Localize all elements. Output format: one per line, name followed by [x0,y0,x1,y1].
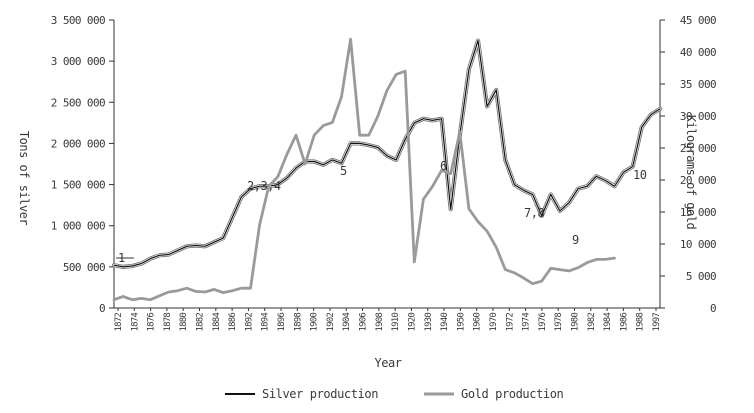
legend-gold-label: Gold production [461,387,564,401]
x-tick-label: 1882 [196,313,206,332]
right-tick-label: 45 000 [680,14,716,27]
right-tick-label: 35 000 [680,78,716,91]
x-tick-label: 1886 [228,313,238,332]
gold-line [112,37,616,302]
x-axis-label: Year [375,356,402,370]
x-tick-label: 1898 [293,313,303,332]
x-tick-label: 1920 [407,313,417,332]
x-tick-label: 1884 [212,313,222,332]
x-tick-label: 1976 [538,313,548,332]
left-tick-label: 3 000 000 [51,55,105,68]
left-tick-label: 2 500 000 [51,96,105,109]
legend-silver-label: Silver production [262,387,378,401]
x-tick-label: 1894 [261,313,271,332]
silver-line [113,39,661,268]
annotation-label: 6 [440,159,447,173]
x-tick-label: 1930 [424,313,434,332]
left-tick-label: 1 000 000 [51,220,105,233]
x-tick-label: 1970 [489,313,499,332]
x-tick-label: 1950 [456,313,466,332]
right-tick-label: 30 000 [680,110,716,123]
right-tick-label: 25 000 [680,142,716,155]
x-tick-label: 1978 [554,313,564,332]
x-tick-label: 1984 [603,313,613,332]
x-tick-label: 1940 [440,313,450,332]
right-tick-label: 10 000 [680,238,716,251]
x-tick-label: 1902 [326,313,336,332]
right-tick-label: 5 000 [686,270,716,283]
x-tick-label: 1892 [244,313,254,332]
x-tick-label: 1986 [619,313,629,332]
x-tick-label: 1908 [375,313,385,332]
legend: Silver production Gold production [225,387,564,401]
right-axis-ticks: 0 5 000 10 000 15 000 20 000 25 000 30 000 35 0… [660,14,717,315]
right-tick-label: 40 000 [680,46,716,59]
left-axis-ticks: 0 500 000 1 000 000 1 500 000 2 000 000 2 500… [51,14,114,315]
series-layer [111,37,663,302]
right-tick-label: 15 000 [680,206,716,219]
y-right-axis-label: Kilograms of gold [684,115,698,230]
right-tick-label: 0 [710,302,716,315]
axes-frame [113,20,661,309]
x-tick-label: 1876 [147,313,157,332]
annotation-label: 5 [340,164,347,178]
left-tick-label: 500 000 [63,261,105,274]
x-tick-label: 1900 [310,313,320,332]
x-tick-label: 1972 [505,313,515,332]
annotation-label: 9 [572,233,579,247]
x-tick-label: 1974 [522,313,532,332]
x-tick-label: 1906 [359,313,369,332]
x-tick-label: 1874 [130,313,140,332]
left-tick-label: 1 500 000 [51,179,105,192]
x-tick-label: 1880 [179,313,189,332]
x-tick-label: 1904 [342,313,352,332]
annotation-label: 10 [633,168,647,182]
annotation-label: 2,3,4 [247,179,281,193]
x-tick-label: 1980 [570,313,580,332]
x-tick-label: 1982 [587,313,597,332]
x-tick-label: 1997 [652,313,662,332]
y-left-axis-label: Tons of silver [17,131,31,225]
left-tick-label: 0 [99,302,105,315]
x-tick-label: 1872 [114,313,124,332]
annotation-label: 7,8 [524,206,544,220]
left-tick-label: 3 500 000 [51,14,105,27]
x-tick-label: 1988 [636,313,646,332]
x-tick-label: 1910 [391,313,401,332]
left-tick-label: 2 000 000 [51,137,105,150]
x-tick-label: 1878 [163,313,173,332]
x-tick-label: 1960 [473,313,483,332]
x-axis-ticks: 1872 1874 1876 1878 1880 1882 1884 1886 1892 1894… [114,308,662,331]
x-tick-label: 1896 [277,313,287,332]
right-tick-label: 20 000 [680,174,716,187]
